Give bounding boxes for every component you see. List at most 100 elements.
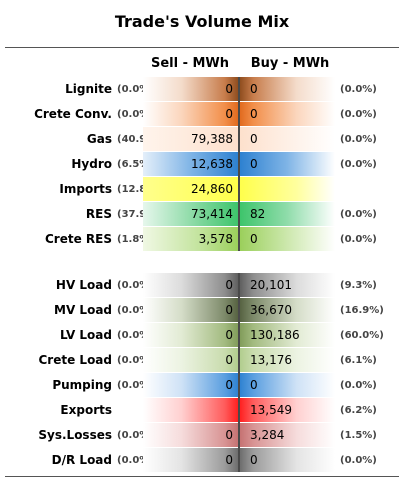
buy-percent: (6.2%): [340, 405, 377, 416]
sell-value: 79,388: [191, 132, 233, 146]
sell-cell: 0: [143, 323, 239, 347]
row-label: Pumping: [52, 378, 112, 392]
sell-percent: (0.0%): [117, 280, 154, 291]
center-divider-bottom: [238, 273, 240, 472]
sell-cell: 0: [143, 273, 239, 297]
buy-percent: (0.0%): [340, 159, 377, 170]
sell-value: 0: [225, 328, 233, 342]
sell-value: 0: [225, 107, 233, 121]
buy-value: 82: [250, 207, 266, 221]
sell-percent: (1.8%): [117, 234, 154, 245]
sell-percent: (0.0%): [117, 355, 154, 366]
sell-value: 0: [225, 303, 233, 317]
sell-value: 24,860: [191, 182, 233, 196]
table-row: Crete Conv. (0.0%) 0 0 (0.0%): [0, 102, 404, 127]
row-label: Exports: [60, 403, 112, 417]
buy-cell: 0: [239, 448, 335, 472]
sell-cell: 0: [143, 348, 239, 372]
sell-value: 0: [225, 378, 233, 392]
sell-percent: (0.0%): [117, 84, 154, 95]
sell-cell: 24,860: [143, 177, 239, 201]
buy-percent: (60.0%): [340, 330, 384, 341]
buy-value: 3,284: [250, 428, 285, 442]
sell-cell: 79,388: [143, 127, 239, 151]
sell-percent: (0.0%): [117, 455, 154, 466]
buy-percent: (0.0%): [340, 134, 377, 145]
sell-percent: (0.0%): [117, 109, 154, 120]
table-row: HV Load (0.0%) 0 20,101 (9.3%): [0, 273, 404, 298]
sell-percent: (12.8%): [117, 184, 161, 195]
sell-percent: (0.0%): [117, 305, 154, 316]
table-row: MV Load (0.0%) 0 36,670 (16.9%): [0, 298, 404, 323]
buy-cell: 3,284: [239, 423, 335, 447]
buy-value: 13,549: [250, 403, 292, 417]
sell-cell: 0: [143, 373, 239, 397]
table-row: D/R Load (0.0%) 0 0 (0.0%): [0, 448, 404, 473]
table-row: LV Load (0.0%) 0 130,186 (60.0%): [0, 323, 404, 348]
sell-cell: 0: [143, 448, 239, 472]
sell-percent: (0.0%): [117, 330, 154, 341]
table-row: Crete RES (1.8%) 3,578 0 (0.0%): [0, 227, 404, 252]
buy-cell: 130,186: [239, 323, 335, 347]
buy-percent: (0.0%): [340, 380, 377, 391]
row-label: Crete Load: [38, 353, 113, 367]
sell-value: 3,578: [198, 232, 233, 246]
buy-cell: [239, 177, 335, 201]
table-row: Hydro (6.5%) 12,638 0 (0.0%): [0, 152, 404, 177]
buy-cell: 0: [239, 227, 335, 251]
buy-cell: 0: [239, 77, 335, 101]
sell-percent: (0.0%): [117, 430, 154, 441]
buy-percent: (0.0%): [340, 84, 377, 95]
row-label: RES: [85, 207, 112, 221]
sell-value: 0: [225, 82, 233, 96]
table-row: Gas (40.9%) 79,388 0 (0.0%): [0, 127, 404, 152]
buy-cell: 13,549: [239, 398, 335, 422]
row-label: Hydro: [71, 157, 112, 171]
buy-value: 0: [250, 132, 258, 146]
sell-percent: (37.9%): [117, 209, 161, 220]
sell-cell: 3,578: [143, 227, 239, 251]
row-label: Lignite: [65, 82, 112, 96]
buy-percent: (0.0%): [340, 455, 377, 466]
sell-value: 73,414: [191, 207, 233, 221]
sell-cell: [143, 398, 239, 422]
sell-cell: 0: [143, 423, 239, 447]
row-label: MV Load: [54, 303, 112, 317]
buy-cell: 13,176: [239, 348, 335, 372]
buy-percent: (0.0%): [340, 109, 377, 120]
buy-value: 0: [250, 107, 258, 121]
sell-percent: (0.0%): [117, 380, 154, 391]
buy-cell: 0: [239, 373, 335, 397]
buy-cell: 20,101: [239, 273, 335, 297]
row-label: Crete RES: [45, 232, 112, 246]
buy-percent: (0.0%): [340, 209, 377, 220]
buy-value: 36,670: [250, 303, 292, 317]
sell-cell: 0: [143, 102, 239, 126]
table-row: Sys.Losses (0.0%) 0 3,284 (1.5%): [0, 423, 404, 448]
buy-value: 13,176: [250, 353, 292, 367]
row-label: Imports: [59, 182, 112, 196]
buy-cell: 0: [239, 102, 335, 126]
sell-percent: (6.5%): [117, 159, 154, 170]
buy-percent: (16.9%): [340, 305, 384, 316]
buy-value: 0: [250, 453, 258, 467]
buy-value: 20,101: [250, 278, 292, 292]
buy-value: 0: [250, 82, 258, 96]
buy-value: 130,186: [250, 328, 300, 342]
row-label: Sys.Losses: [38, 428, 112, 442]
buy-percent: (9.3%): [340, 280, 377, 291]
buy-value: 0: [250, 378, 258, 392]
buy-value: 0: [250, 157, 258, 171]
row-label: D/R Load: [51, 453, 112, 467]
buy-percent: (1.5%): [340, 430, 377, 441]
buy-cell: 0: [239, 127, 335, 151]
chart-title: Trade's Volume Mix: [114, 12, 290, 31]
sell-cell: 0: [143, 298, 239, 322]
table-row: Lignite (0.0%) 0 0 (0.0%): [0, 77, 404, 102]
top-rule: [5, 47, 399, 48]
sell-cell: 0: [143, 77, 239, 101]
buy-column-header: Buy - MWh: [250, 56, 330, 71]
table-row: Pumping (0.0%) 0 0 (0.0%): [0, 373, 404, 398]
row-label: Crete Conv.: [34, 107, 112, 121]
sell-cell: 12,638: [143, 152, 239, 176]
